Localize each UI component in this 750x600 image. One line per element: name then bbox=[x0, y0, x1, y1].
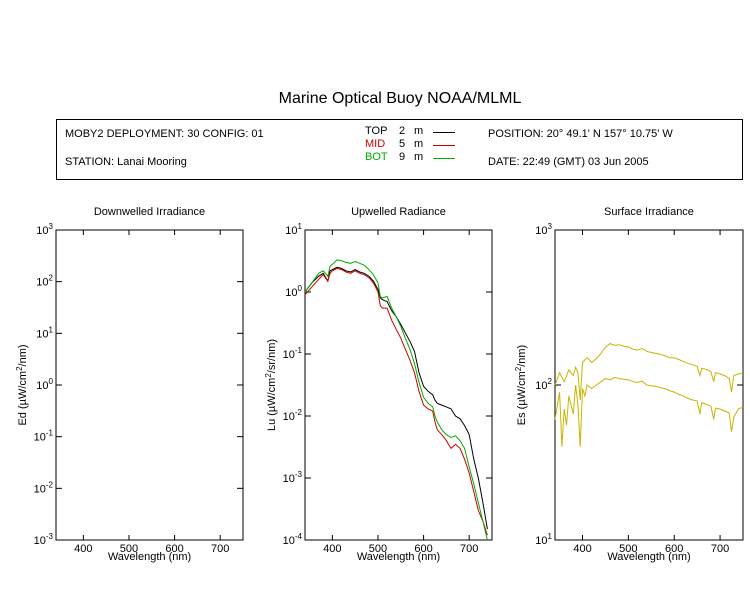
chart-2-ytick-label-3: 10-1 bbox=[283, 346, 303, 361]
deployment-text: MOBY2 DEPLOYMENT: 30 CONFIG: 01 bbox=[65, 128, 264, 140]
chart-2-ytick-label-2: 10-2 bbox=[283, 408, 303, 423]
legend-mid-line bbox=[433, 145, 455, 146]
chart-1-title: Downwelled Irradiance bbox=[94, 206, 205, 218]
chart-3-series-1 bbox=[554, 343, 744, 401]
chart-3-xtick-label-600: 600 bbox=[665, 543, 683, 555]
legend-mid-label: MID bbox=[365, 138, 386, 150]
chart-2-ytick-label-4: 100 bbox=[285, 284, 302, 299]
legend-top-label: TOP bbox=[365, 125, 388, 137]
chart-2-title: Upwelled Radiance bbox=[351, 206, 446, 218]
station-text: STATION: Lanai Mooring bbox=[65, 156, 187, 168]
chart-2-series-top bbox=[304, 266, 488, 530]
chart-1-ylabel: Ed (µW/cm2/nm) bbox=[15, 344, 29, 425]
chart-1-ytick-label-4: 101 bbox=[36, 325, 53, 340]
chart-3-ytick-label-2: 103 bbox=[535, 222, 552, 237]
chart-1-ytick-label-0: 10-3 bbox=[34, 532, 54, 547]
legend-bot-line bbox=[433, 158, 455, 159]
chart-3-xtick-label-500: 500 bbox=[619, 543, 637, 555]
legend-bot-unit: m bbox=[414, 151, 424, 163]
chart-2-series-mid bbox=[304, 267, 488, 536]
chart-2-series-bot bbox=[304, 259, 488, 541]
chart-1-frame bbox=[55, 229, 244, 541]
chart-1-xtick-label-600: 600 bbox=[165, 543, 183, 555]
chart-2-ytick-label-1: 10-3 bbox=[283, 470, 303, 485]
chart-2-xtick-label-500: 500 bbox=[369, 543, 387, 555]
legend-top-depth: 2 bbox=[399, 125, 406, 137]
legend-mid-depth: 5 bbox=[399, 138, 406, 150]
chart-3-xtick-label-700: 700 bbox=[711, 543, 729, 555]
chart-1-ytick-label-3: 100 bbox=[36, 377, 53, 392]
chart-2-ytick-label-5: 101 bbox=[285, 222, 302, 237]
chart-2-xtick-label-700: 700 bbox=[460, 543, 478, 555]
chart-2-ytick-label-0: 10-4 bbox=[283, 532, 303, 547]
date-text: DATE: 22:49 (GMT) 03 Jun 2005 bbox=[488, 156, 649, 168]
chart-3-xtick-label-400: 400 bbox=[573, 543, 591, 555]
chart-2-ylabel: Lu (µW/cm2/sr/nm) bbox=[264, 339, 278, 431]
chart-3-xlabel: Wavelength (nm) bbox=[607, 551, 690, 563]
chart-1-ytick-label-2: 10-1 bbox=[34, 429, 54, 444]
chart-3-ytick-label-1: 102 bbox=[535, 377, 552, 392]
chart-3-series-2 bbox=[554, 376, 744, 447]
chart-1-xtick-label-700: 700 bbox=[211, 543, 229, 555]
chart-1-xlabel: Wavelength (nm) bbox=[108, 551, 191, 563]
chart-2-frame bbox=[304, 229, 493, 541]
chart-1-ytick-label-5: 102 bbox=[36, 274, 53, 289]
chart-2-xlabel: Wavelength (nm) bbox=[357, 551, 440, 563]
chart-1-xtick-label-400: 400 bbox=[74, 543, 92, 555]
chart-3-title: Surface Irradiance bbox=[604, 206, 694, 218]
chart-2-xtick-label-600: 600 bbox=[414, 543, 432, 555]
legend-top-unit: m bbox=[414, 125, 424, 137]
legend-mid-unit: m bbox=[414, 138, 424, 150]
chart-3-ylabel: Es (µW/cm2/nm) bbox=[514, 345, 528, 425]
chart-1-xtick-label-500: 500 bbox=[120, 543, 138, 555]
info-box: MOBY2 DEPLOYMENT: 30 CONFIG: 01 STATION:… bbox=[56, 119, 743, 180]
legend-top-line bbox=[433, 132, 455, 133]
legend-bot-depth: 9 bbox=[399, 151, 406, 163]
chart-1-ytick-label-1: 10-2 bbox=[34, 480, 54, 495]
chart-3-ytick-label-0: 101 bbox=[535, 532, 552, 547]
chart-2-xtick-label-400: 400 bbox=[323, 543, 341, 555]
chart-1-ytick-label-6: 103 bbox=[36, 222, 53, 237]
position-text: POSITION: 20° 49.1' N 157° 10.75' W bbox=[488, 128, 673, 140]
page-title: Marine Optical Buoy NOAA/MLML bbox=[278, 90, 522, 107]
legend-bot-label: BOT bbox=[365, 151, 388, 163]
